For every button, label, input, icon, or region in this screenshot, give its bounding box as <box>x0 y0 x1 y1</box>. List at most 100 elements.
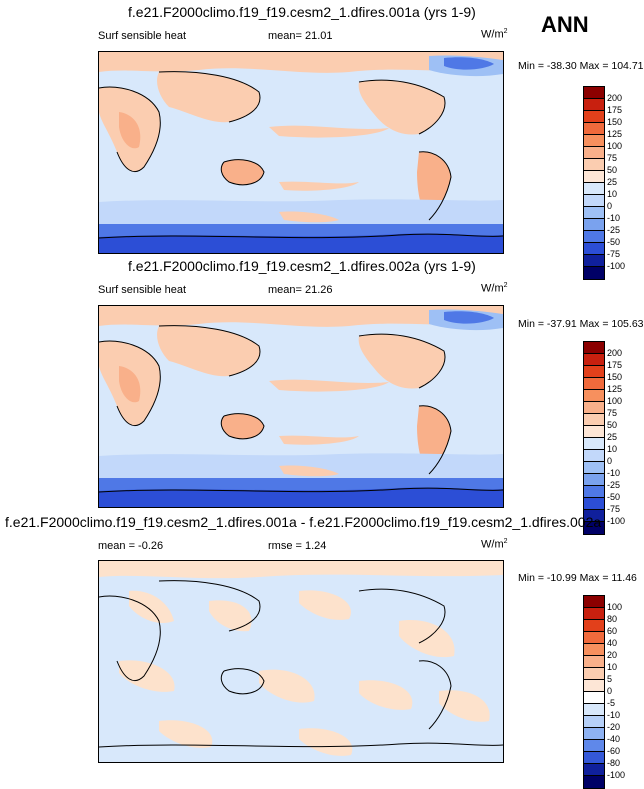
panel3-units-text: W/m <box>481 538 504 551</box>
colorbar-swatch <box>584 608 604 620</box>
colorbar-label: 50 <box>607 165 618 175</box>
season-label: ANN <box>541 12 589 37</box>
colorbar-swatch <box>584 522 604 534</box>
panel2-mean-value: 21.26 <box>305 284 333 296</box>
colorbar-label: -40 <box>607 734 621 744</box>
colorbar-label: -20 <box>607 722 621 732</box>
panel3-rmse-label: rmse = <box>268 540 302 552</box>
colorbar-swatch <box>584 450 604 462</box>
colorbar-label: 150 <box>607 372 623 382</box>
panel1-colorbar-labels: 200 175 150 125 100 75 50 25 10 0 -10 -25 -50 -75 -100 <box>607 92 625 272</box>
colorbar-label: 100 <box>607 396 623 406</box>
panel2-mean-label: mean= <box>268 284 302 296</box>
panel3-minmax: Min = -10.99 Max = 11.46 <box>518 572 637 584</box>
panel1-mean: mean= 21.01 <box>268 30 333 42</box>
colorbar-swatch <box>584 632 604 644</box>
colorbar-swatch <box>584 243 604 255</box>
colorbar-swatch <box>584 171 604 183</box>
colorbar-swatch <box>584 764 604 776</box>
colorbar-label: 25 <box>607 432 618 442</box>
colorbar-label: -50 <box>607 492 621 502</box>
colorbar-swatch <box>584 354 604 366</box>
colorbar-swatch <box>584 195 604 207</box>
colorbar-label: 175 <box>607 105 623 115</box>
colorbar-swatch <box>584 728 604 740</box>
colorbar-swatch <box>584 716 604 728</box>
panel1-units-text: W/m <box>481 28 504 41</box>
colorbar-label: 100 <box>607 602 623 612</box>
colorbar-label: 25 <box>607 177 618 187</box>
colorbar-swatch <box>584 692 604 704</box>
colorbar-swatch <box>584 219 604 231</box>
colorbar-label: -10 <box>607 710 621 720</box>
colorbar-swatch <box>584 342 604 354</box>
colorbar-swatch <box>584 704 604 716</box>
panel1-map <box>98 51 504 254</box>
panel1-colorbar <box>583 86 605 280</box>
colorbar-label: -25 <box>607 225 621 235</box>
colorbar-swatch <box>584 656 604 668</box>
panel2-mean: mean= 21.26 <box>268 284 333 296</box>
colorbar-swatch <box>584 620 604 632</box>
colorbar-swatch <box>584 111 604 123</box>
colorbar-swatch <box>584 123 604 135</box>
colorbar-swatch <box>584 231 604 243</box>
panel1-units: W/m2 <box>481 28 508 41</box>
colorbar-swatch <box>584 474 604 486</box>
panel2-colorbar-labels: 200 175 150 125 100 75 50 25 10 0 -10 -25 -50 -75 -100 <box>607 347 625 527</box>
panel2-title: f.e21.F2000climo.f19_f19.cesm2_1.dfires.… <box>128 258 476 274</box>
panel3-rmse-value: 1.24 <box>305 540 327 552</box>
colorbar-swatch <box>584 147 604 159</box>
colorbar-label: 75 <box>607 153 618 163</box>
colorbar-swatch <box>584 366 604 378</box>
colorbar-label: -5 <box>607 698 616 708</box>
colorbar-label: -25 <box>607 480 621 490</box>
colorbar-label: 0 <box>607 201 613 211</box>
colorbar-label: -75 <box>607 504 621 514</box>
colorbar-swatch <box>584 426 604 438</box>
colorbar-swatch <box>584 207 604 219</box>
colorbar-label: 40 <box>607 638 618 648</box>
colorbar-label: -80 <box>607 758 621 768</box>
colorbar-swatch <box>584 752 604 764</box>
panel1-mean-label: mean= <box>268 30 302 42</box>
panel3-map-svg <box>99 561 503 762</box>
colorbar-swatch <box>584 680 604 692</box>
colorbar-label: 200 <box>607 348 623 358</box>
colorbar-label: 80 <box>607 614 618 624</box>
panel2-units: W/m2 <box>481 282 508 295</box>
colorbar-label: 10 <box>607 189 618 199</box>
colorbar-label: -100 <box>607 770 626 780</box>
colorbar-swatch <box>584 510 604 522</box>
colorbar-swatch <box>584 159 604 171</box>
panel3-title: f.e21.F2000climo.f19_f19.cesm2_1.dfires.… <box>5 514 602 530</box>
colorbar-label: -60 <box>607 746 621 756</box>
panel2-variable: Surf sensible heat <box>98 284 187 296</box>
colorbar-label: 150 <box>607 117 623 127</box>
colorbar-swatch <box>584 414 604 426</box>
colorbar-swatch <box>584 402 604 414</box>
colorbar-swatch <box>584 462 604 474</box>
panel2-map <box>98 305 504 508</box>
panel1-variable: Surf sensible heat <box>98 30 187 42</box>
panel1-mean-value: 21.01 <box>305 30 333 42</box>
panel3-units-sup: 2 <box>503 538 508 545</box>
colorbar-label: -50 <box>607 237 621 247</box>
colorbar-label: -10 <box>607 468 621 478</box>
colorbar-label: 50 <box>607 420 618 430</box>
colorbar-label: 0 <box>607 456 613 466</box>
panel1-map-svg <box>99 52 503 253</box>
colorbar-swatch <box>584 740 604 752</box>
colorbar-label: 10 <box>607 444 618 454</box>
colorbar-swatch <box>584 486 604 498</box>
colorbar-label: -10 <box>607 213 621 223</box>
colorbar-swatch <box>584 390 604 402</box>
colorbar-label: 100 <box>607 141 623 151</box>
colorbar-swatch <box>584 255 604 267</box>
panel3-colorbar-labels: 100 80 60 40 20 10 5 0 -5 -10 -20 -40 -60 -80 -100 <box>607 601 625 781</box>
colorbar-label: 125 <box>607 129 623 139</box>
panel3-units: W/m2 <box>481 538 508 551</box>
colorbar-label: 0 <box>607 686 613 696</box>
panel1-units-sup: 2 <box>503 28 508 35</box>
colorbar-swatch <box>584 378 604 390</box>
